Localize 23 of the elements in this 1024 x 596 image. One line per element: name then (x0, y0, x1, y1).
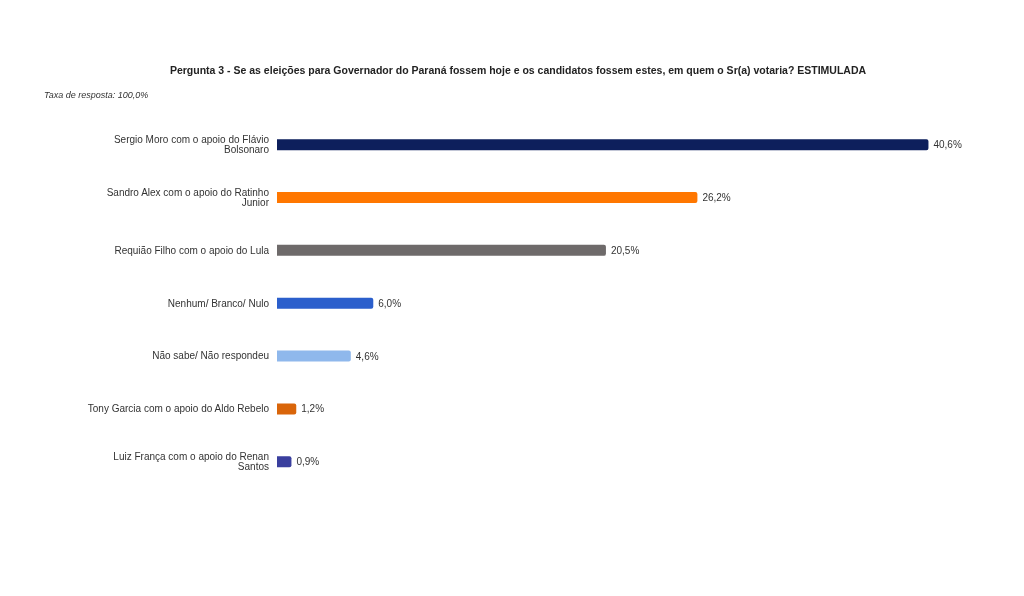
data-label: 20,5% (610, 244, 640, 256)
data-label: 0,9% (296, 456, 320, 468)
y-tick-label: Luiz França com o apoio do Renan Santos (113, 451, 269, 473)
bar (277, 139, 929, 151)
chart-title: Pergunta 3 - Se as eleições para Governador do Paraná fossem hoje e os candidatos fossem estes, em quem o Sr(a) votaria? ESTIMULADA (168, 64, 868, 76)
bar (277, 456, 292, 468)
y-tick-label: Sergio Moro com o apoio do Flávio Bolsonaro (113, 133, 270, 155)
data-label: 4,6% (355, 350, 379, 362)
data-label: 6,0% (378, 297, 402, 309)
bar (277, 297, 374, 309)
data-label: 1,2% (301, 403, 325, 415)
y-tick-label: Requião Filho com o apoio do Lula (114, 244, 270, 256)
data-label: 26,2% (702, 192, 731, 204)
bar (277, 244, 606, 256)
text: Taxa de resposta: 100,0% (44, 90, 149, 100)
data-label: 40,6% (933, 139, 962, 151)
bar (277, 192, 698, 203)
bar (277, 350, 351, 362)
bar (277, 403, 297, 415)
y-tick-label: Tony Garcia com o apoio do Aldo Rebelo (87, 403, 270, 415)
y-tick-label: Nenhum/ Branco/ Nulo (167, 297, 270, 309)
y-tick-label: Não sabe/ Não respondeu (152, 350, 269, 362)
y-tick-label: Sandro Alex com o apoio do Ratinho Junior (106, 186, 270, 208)
